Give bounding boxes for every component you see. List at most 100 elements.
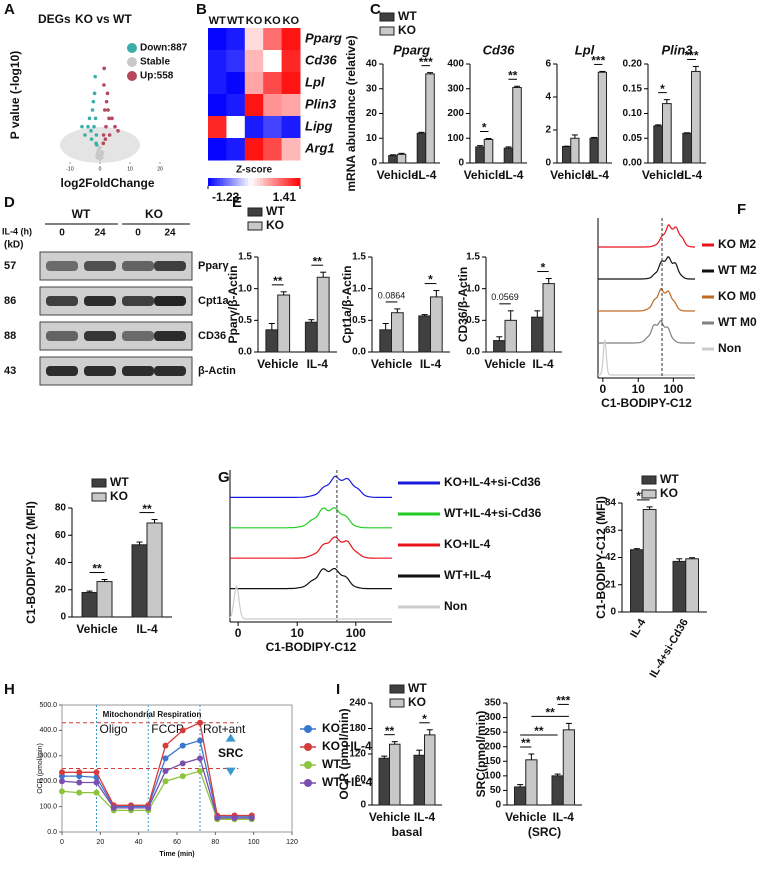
point [76,779,83,786]
point [86,124,90,129]
x-tick-label: 0 [60,839,64,846]
heat-cell [244,72,264,95]
band [122,296,154,306]
bar [96,581,113,618]
kd-label: 88 [4,330,16,342]
y-axis-label: SRC(pmol/min) [474,711,488,798]
legend-swatch [247,221,263,231]
band [46,261,78,271]
y-axis-label: Cpt1a/β-Actin [340,266,354,344]
x-tick-label: 100 [663,382,683,396]
column-label: KO [264,15,281,27]
colorbar-step [278,178,283,186]
bar [424,734,436,806]
chart-title: Pparg [393,42,430,57]
point [104,99,109,104]
bar [483,138,494,164]
y-tick-label: 4 [545,92,551,103]
y-tick-label: 0 [610,607,616,618]
legend-swatch [91,492,107,502]
legend-label: Stable [140,57,170,68]
legend-label: KO+IL-4 [444,537,491,551]
point [113,124,117,129]
kd-label: 86 [4,295,16,307]
heat-cell [244,50,264,73]
point [145,804,152,811]
band [46,366,78,376]
band [122,261,154,271]
colorbar-step [272,178,276,186]
x-axis-label: (SRC) [528,825,561,839]
colorbar-step [263,178,267,186]
bar [379,329,392,353]
bar [570,137,580,164]
y-tick-label: 60 [355,774,367,785]
colorbar-step [229,178,234,186]
x-tick-label: 0 [235,626,242,640]
point [94,143,99,147]
sig-label: * [428,273,433,287]
legend-label: WT [398,9,417,23]
y-tick-label: 300 [447,83,464,94]
x-tick-label: IL-4 [532,357,554,371]
bar [682,132,692,164]
colorbar-step [232,178,237,186]
point [105,91,110,96]
protein-label: CD36 [198,330,226,342]
sig-label: ** [385,724,395,738]
colorbar-step [296,178,301,186]
point [95,155,100,160]
heat-cell [263,72,283,95]
y-tick-label: 1.0 [466,283,480,294]
injection-label: FCCP [151,722,184,736]
heat-cell [281,28,301,51]
heat-cell [263,28,283,51]
legend-label: WT+IL-4+si-Cd36 [444,506,542,520]
legend-label: KO [408,695,426,709]
y-tick-label: 40 [55,557,67,568]
colorbar-step [241,178,246,186]
x-tick-label: Vehicle [642,168,684,182]
bar [503,147,514,164]
y-tick-label: 63 [605,525,617,536]
series-line [62,721,252,817]
chart-title: DEGs [38,12,71,26]
x-tick-label: 100 [248,839,260,846]
x-tick-label: Vehicle [371,357,413,371]
x-tick-label: IL-4 [681,168,703,182]
heat-cell [244,28,264,51]
legend-label: WT [266,204,285,218]
y-axis-label: C1-BODIPY-C12 (MFI) [594,496,608,619]
point [92,91,97,96]
bar [642,508,657,613]
heat-cell [281,116,301,139]
colorbar-step [214,178,218,186]
x-tick-label: 10 [291,626,305,640]
panel-letter: C [370,1,381,18]
row-label: Arg1 [304,140,335,155]
y-tick-label: 200.0 [39,778,57,785]
point [102,66,106,71]
y-tick-label: 20 [366,108,378,119]
y-tick-label: 0.15 [623,83,643,94]
colorbar-step [269,178,273,186]
legend-swatch [641,489,657,499]
legend-swatch [389,684,405,694]
heat-cell [208,72,227,95]
x-tick-label: 40 [135,839,143,846]
y-tick-label: 0 [371,158,377,169]
x-tick-label: -10 [66,166,73,172]
bar [413,754,425,806]
bar [396,153,407,164]
colorbar-step [250,178,255,186]
x-tick-label: 80 [211,839,219,846]
point [97,149,101,153]
point [248,815,255,822]
bar [389,743,401,806]
heat-cell [208,28,227,51]
chart-title: Lpl [575,42,595,57]
y-tick-label: 400.0 [39,727,57,734]
point [197,719,203,726]
chart-subtitle: KO vs WT [75,12,132,26]
y-tick-label: 0.05 [623,133,643,144]
